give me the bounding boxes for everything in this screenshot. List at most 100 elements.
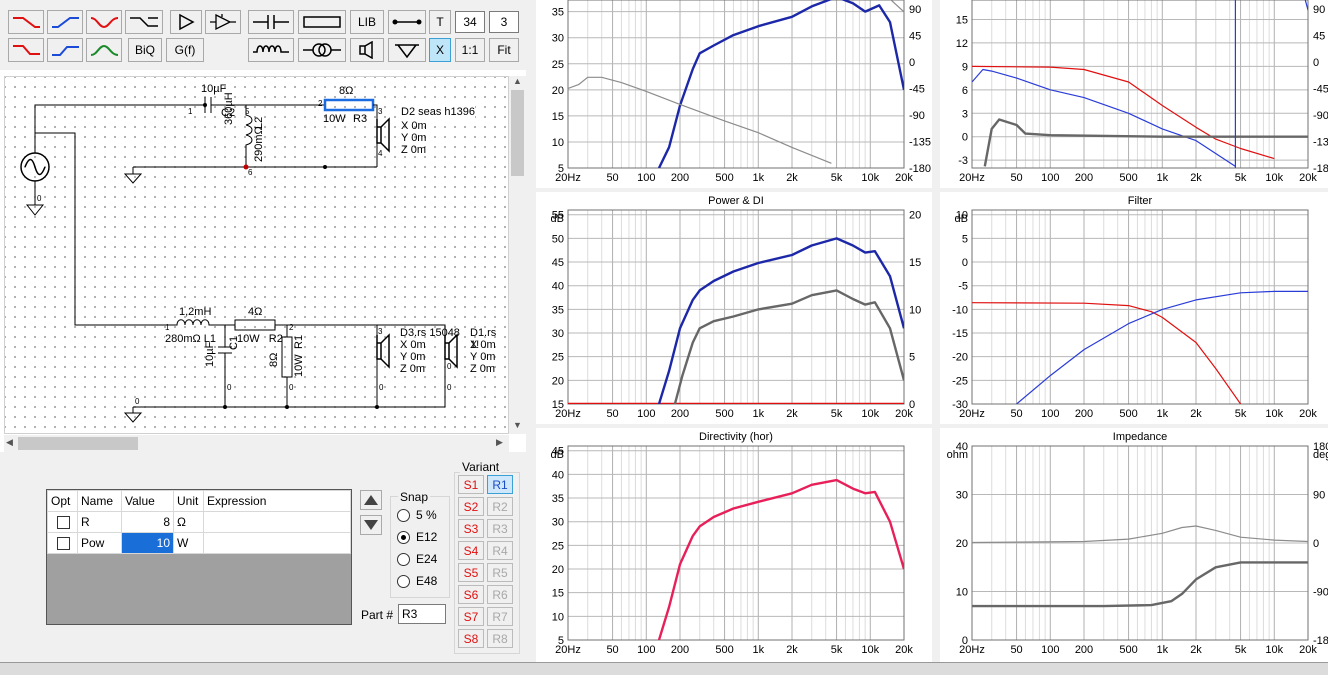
ground-button[interactable] [388,38,426,62]
variant-r1-button[interactable]: R1 [487,475,513,494]
lowpass-filter-button[interactable] [8,10,44,34]
scroll-right-arrow[interactable]: ▶ [496,437,503,447]
d1-x-label: X 0m [470,339,496,351]
plot-frame [567,445,905,641]
node-label: 1 [165,323,170,332]
snap-option-e12[interactable]: E12 [397,530,437,544]
y2-tick-label: -180 [909,163,931,175]
expression-cell[interactable] [203,532,351,554]
up-triangle-icon [364,495,378,505]
opt-checkbox-cell[interactable] [47,532,78,554]
y-tick-label: -25 [952,375,968,387]
variant-s6-button[interactable]: S6 [458,585,484,604]
resistor-button[interactable] [298,10,346,34]
radio-circle[interactable] [397,552,410,566]
variant-r4-button[interactable]: R4 [487,541,513,560]
y2-tick-label: -135 [1313,136,1328,148]
lowpass-filter-2-button[interactable] [8,38,44,62]
value-cell[interactable]: 8 [121,511,174,533]
variant-s2-button[interactable]: S2 [458,497,484,516]
variant-s8-button[interactable]: S8 [458,629,484,648]
move-down-button[interactable] [360,515,382,535]
y2-tick-label: -180 [1313,163,1328,175]
buffer-button[interactable] [205,10,241,34]
y2-tick-label: 90 [1313,4,1325,16]
snap-option-5pct[interactable]: 5 % [397,508,437,522]
scroll-up-arrow[interactable]: ▲ [513,76,522,86]
variant-s1-button[interactable]: S1 [458,475,484,494]
grid-size-value: 34 [463,15,477,29]
x-tick-label: 5k [831,644,843,656]
y-tick-label: 15 [552,588,564,600]
schematic-canvas[interactable]: 10µF C2 360µH 290mΩ L2 8Ω 10W R3 D2 seas… [4,76,509,434]
capacitor-button[interactable] [248,10,294,34]
variant-r-label: R8 [492,631,508,646]
x-tick-label: 20Hz [555,172,581,184]
scroll-down-arrow[interactable]: ▼ [513,420,522,430]
variant-s4-button[interactable]: S4 [458,541,484,560]
series-line [673,289,904,404]
transfer-function-button[interactable]: G(f) [166,38,204,62]
inductor-button[interactable] [248,38,294,62]
snap-option-e24[interactable]: E24 [397,552,437,566]
amplifier-button[interactable] [170,10,202,34]
horizontal-scroll-thumb[interactable] [18,437,138,450]
biquad-button[interactable]: BiQ [128,38,162,62]
chart-title: Filter [1128,195,1153,207]
r1-value-label: 8Ω [268,352,280,367]
radio-circle[interactable] [397,574,410,588]
variant-s-label: S7 [463,609,479,624]
variant-s5-button[interactable]: S5 [458,563,484,582]
variant-r5-button[interactable]: R5 [487,563,513,582]
snap-option-e48[interactable]: E48 [397,574,437,588]
grid-size-field[interactable]: 34 [455,11,485,33]
variant-r6-button[interactable]: R6 [487,585,513,604]
lowpass-icon [13,17,40,28]
x-tick-label: 2k [786,644,798,656]
wire-button[interactable] [388,10,426,34]
y-tick-label: 20 [552,375,564,387]
y-tick-label: 15 [956,14,968,26]
text-tool-button[interactable]: T [429,10,451,34]
opt-checkbox[interactable] [57,515,70,529]
notch-filter-button[interactable] [86,10,122,34]
zoom-1-1-button[interactable]: 1:1 [455,38,485,62]
variant-r2-button[interactable]: R2 [487,497,513,516]
y-tick-label: 20 [552,85,564,97]
bandpass-filter-button[interactable] [86,38,122,62]
variant-r8-button[interactable]: R8 [487,629,513,648]
series-line [657,478,904,640]
scroll-left-arrow[interactable]: ◀ [6,437,13,447]
schematic-vertical-scrollbar[interactable]: ▲ ▼ [509,76,526,434]
opt-checkbox[interactable] [57,536,70,550]
transformer-button[interactable] [298,38,346,62]
y2-tick-label: -90 [909,110,925,122]
variant-r3-button[interactable]: R3 [487,519,513,538]
radio-circle-selected[interactable] [397,530,410,544]
table-row: R 8 Ω [47,511,351,533]
speaker-button[interactable] [350,38,384,62]
opt-checkbox-cell[interactable] [47,511,78,533]
highpass-filter-button[interactable] [47,10,83,34]
vertical-scroll-thumb[interactable] [511,90,524,176]
part-number-input[interactable]: R3 [398,604,446,624]
expression-cell[interactable] [203,511,351,533]
highpass-filter-2-button[interactable] [47,38,83,62]
y-tick-label: 40 [956,441,968,453]
value-cell-selected[interactable]: 10 [121,532,174,554]
delete-x-button[interactable]: X [429,38,451,62]
allpass-filter-button[interactable] [125,10,163,34]
series-line [972,561,1308,608]
move-up-button[interactable] [360,490,382,510]
variant-r7-button[interactable]: R7 [487,607,513,626]
ground-symbol-2 [123,173,143,184]
variant-s3-button[interactable]: S3 [458,519,484,538]
library-button[interactable]: LIB [350,10,384,34]
line-width-field[interactable]: 3 [489,11,519,33]
d2-x-label: X 0m [401,120,427,132]
zoom-fit-button[interactable]: Fit [489,38,519,62]
radio-circle[interactable] [397,508,410,522]
schematic-horizontal-scrollbar[interactable]: ◀ ▶ [4,435,509,452]
variant-s7-button[interactable]: S7 [458,607,484,626]
wire-icon [392,19,422,25]
